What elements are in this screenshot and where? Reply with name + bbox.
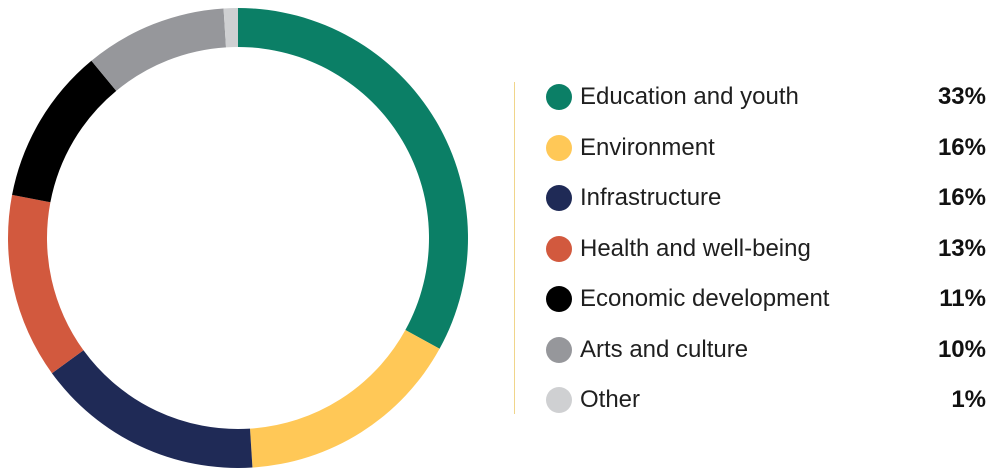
legend-swatch-arts-and-culture: [546, 336, 572, 363]
legend-label-education-and-youth: Education and youth: [580, 83, 799, 111]
legend-label-arts-and-culture: Arts and culture: [580, 335, 749, 363]
legend-label-other: Other: [580, 386, 641, 414]
donut-slice-other: [223, 8, 238, 48]
legend-label-economic-development: Economic development: [580, 285, 830, 313]
legend-swatch-other: [546, 387, 572, 414]
legend-value-other: 1%: [951, 386, 986, 414]
donut-chart: [8, 8, 468, 468]
donut-slice-education-and-youth: [238, 8, 468, 349]
legend-item-arts-and-culture: Arts and culture 10%: [546, 325, 988, 376]
legend-value-environment: 16%: [937, 133, 986, 161]
legend-item-education-and-youth: Education and youth 33%: [546, 72, 988, 123]
legend-swatch-health-and-well-being: [546, 235, 572, 262]
legend-label-infrastructure: Infrastructure: [580, 184, 722, 212]
legend-value-health-and-well-being: 13%: [937, 234, 986, 262]
legend-swatch-environment: [546, 134, 572, 161]
legend-value-economic-development: 11%: [939, 285, 986, 313]
legend-value-education-and-youth: 33%: [937, 83, 986, 111]
legend-divider: [514, 82, 515, 414]
legend-swatch-economic-development: [546, 286, 572, 313]
legend-item-health-and-well-being: Health and well-being 13%: [546, 224, 988, 275]
legend-value-arts-and-culture: 10%: [937, 335, 986, 363]
donut-slice-health-and-well-being: [8, 194, 84, 374]
legend-label-health-and-well-being: Health and well-being: [580, 234, 811, 262]
donut-slice-infrastructure: [51, 350, 253, 468]
legend-item-economic-development: Economic development 11%: [546, 274, 988, 325]
legend-item-infrastructure: Infrastructure 16%: [546, 173, 988, 224]
donut-slice-arts-and-culture: [91, 8, 227, 91]
donut-slice-economic-development: [12, 60, 117, 203]
donut-slice-environment: [249, 330, 440, 468]
legend-item-environment: Environment 16%: [546, 123, 988, 174]
legend-swatch-education-and-youth: [546, 84, 572, 111]
legend-value-infrastructure: 16%: [937, 184, 986, 212]
legend-label-environment: Environment: [580, 133, 715, 161]
legend-item-other: Other 1%: [546, 375, 988, 426]
legend-swatch-infrastructure: [546, 185, 572, 212]
legend: Education and youth 33% Environment 16% Infr…: [546, 72, 988, 426]
